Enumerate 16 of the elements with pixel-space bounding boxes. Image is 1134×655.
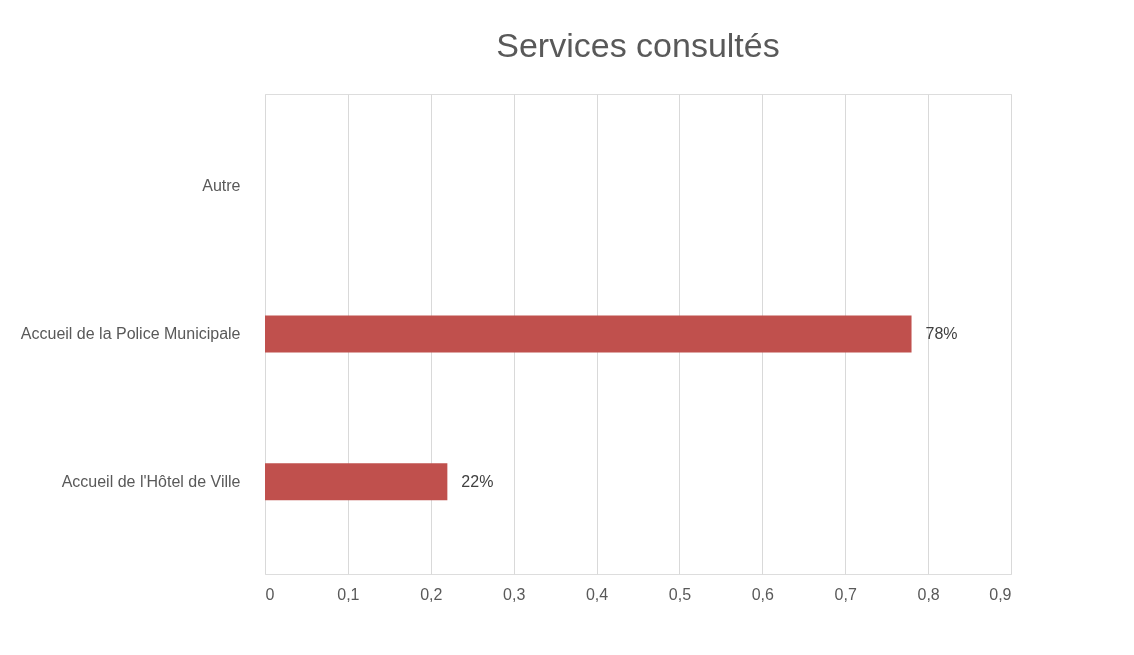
x-tick-label: 0,6 [751, 585, 775, 603]
y-tick-label: Accueil de l'Hôtel de Ville [61, 472, 241, 490]
x-tick-label: 0,5 [668, 585, 692, 603]
x-tick-label: 0,7 [834, 585, 857, 603]
x-tick-label: 0,9 [989, 585, 1012, 603]
x-tick-label: 0 [265, 585, 275, 603]
x-tick-label: 0,1 [337, 585, 360, 603]
y-tick-label: Accueil de la Police Municipale [20, 325, 241, 342]
x-tick-label: 0,8 [917, 585, 940, 603]
y-tick-label: Autre [202, 177, 241, 195]
x-tick-label: 0,3 [503, 585, 526, 603]
chart-title: Services consultés [496, 26, 780, 64]
x-tick-label: 0,2 [420, 585, 443, 603]
data-label: 78% [925, 325, 958, 342]
x-tick-label: 0,4 [585, 585, 609, 603]
data-label: 22% [461, 472, 494, 490]
